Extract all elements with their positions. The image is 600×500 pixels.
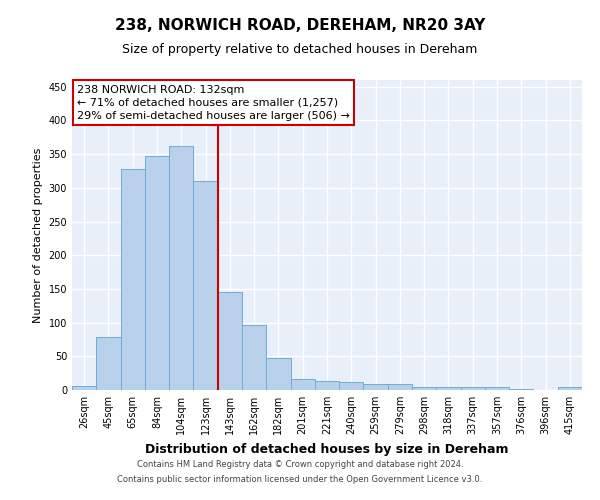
Bar — [339, 382, 364, 390]
Bar — [485, 388, 509, 390]
Text: Contains public sector information licensed under the Open Government Licence v3: Contains public sector information licen… — [118, 475, 482, 484]
Bar — [121, 169, 145, 390]
Bar — [193, 181, 218, 390]
X-axis label: Distribution of detached houses by size in Dereham: Distribution of detached houses by size … — [145, 442, 509, 456]
Bar — [461, 388, 485, 390]
Bar — [72, 386, 96, 390]
Bar — [364, 384, 388, 390]
Text: 238, NORWICH ROAD, DEREHAM, NR20 3AY: 238, NORWICH ROAD, DEREHAM, NR20 3AY — [115, 18, 485, 32]
Bar — [436, 386, 461, 390]
Bar — [558, 388, 582, 390]
Bar — [388, 384, 412, 390]
Text: 238 NORWICH ROAD: 132sqm
← 71% of detached houses are smaller (1,257)
29% of sem: 238 NORWICH ROAD: 132sqm ← 71% of detach… — [77, 84, 350, 121]
Bar — [266, 358, 290, 390]
Text: Size of property relative to detached houses in Dereham: Size of property relative to detached ho… — [122, 42, 478, 56]
Bar — [242, 324, 266, 390]
Text: Contains HM Land Registry data © Crown copyright and database right 2024.: Contains HM Land Registry data © Crown c… — [137, 460, 463, 469]
Bar — [218, 292, 242, 390]
Bar — [169, 146, 193, 390]
Bar — [96, 338, 121, 390]
Bar — [315, 380, 339, 390]
Bar — [145, 156, 169, 390]
Y-axis label: Number of detached properties: Number of detached properties — [33, 148, 43, 322]
Bar — [412, 388, 436, 390]
Bar — [290, 378, 315, 390]
